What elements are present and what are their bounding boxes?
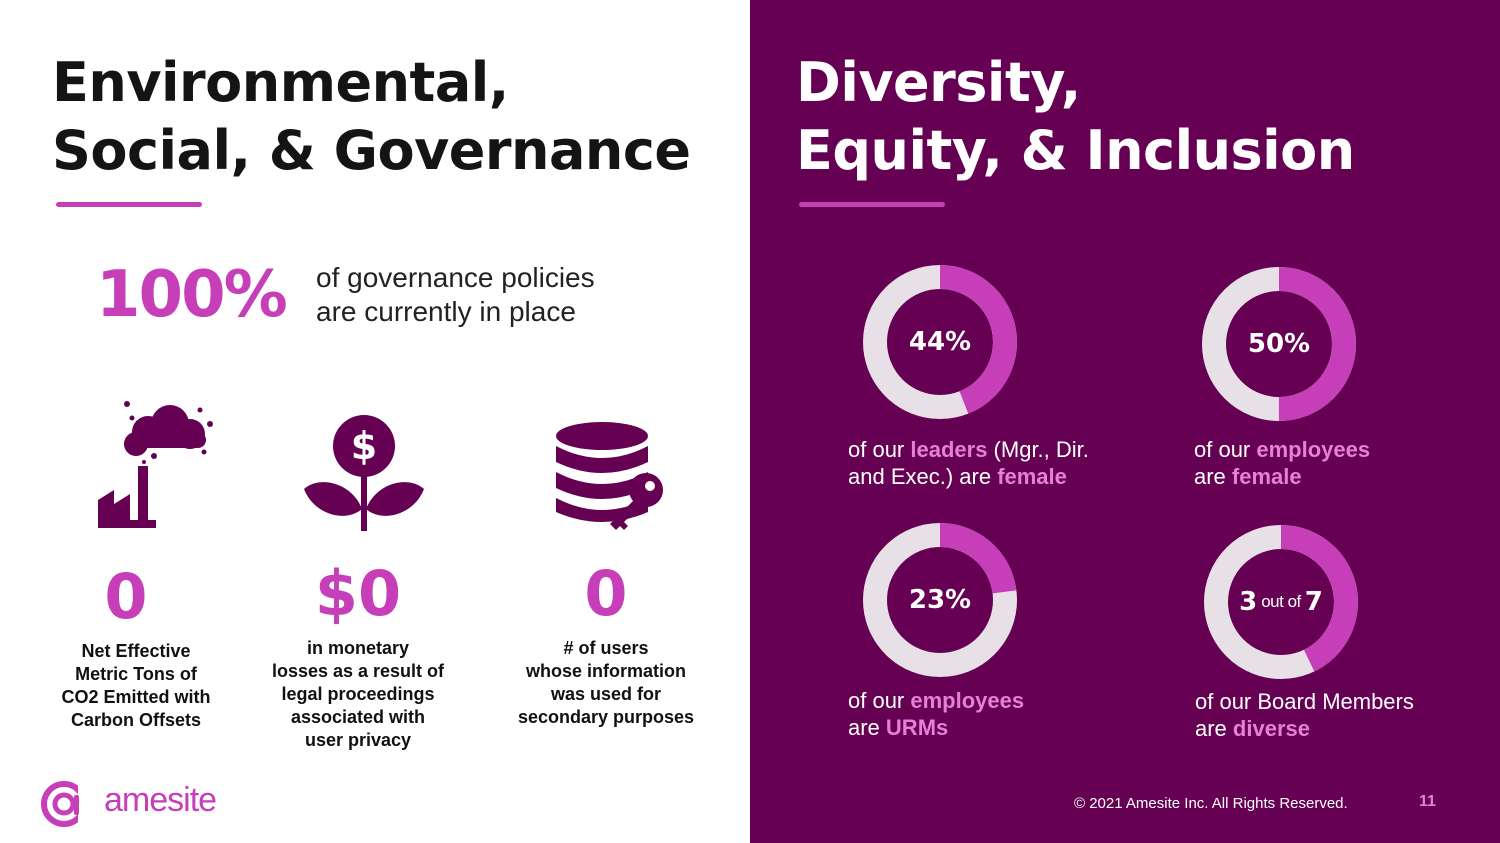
caption-highlight: female: [1231, 464, 1302, 489]
dei-title-line2: Equity, & Inclusion: [796, 119, 1355, 182]
donut-value: 3 out of 7: [1201, 522, 1361, 682]
label-line: Carbon Offsets: [70, 710, 202, 730]
caption-text: are: [1195, 716, 1233, 741]
board-diverse-count: 3: [1239, 587, 1258, 617]
donut-ring: [1204, 525, 1358, 679]
donut-segment: [863, 265, 1017, 419]
label-line: legal proceedings: [281, 684, 435, 704]
caption-highlight: employees: [910, 688, 1025, 713]
governance-line1: of governance policies: [316, 262, 595, 293]
donut-ring: [863, 265, 1017, 419]
esg-accent-line: [56, 202, 202, 207]
label-line: was used for: [550, 684, 662, 704]
donut-board-diverse: 3 out of 7: [1201, 522, 1361, 682]
money-plant-icon: $: [304, 415, 424, 531]
dei-panel: Diversity, Equity, & Inclusion 44% of ou…: [750, 0, 1500, 843]
esg-panel: Environmental, Social, & Governance 100%…: [36, 49, 716, 829]
amesite-logo-text: amesite: [104, 781, 217, 819]
board-total-count: 7: [1304, 587, 1323, 617]
label-line: Net Effective: [81, 641, 191, 661]
governance-description: of governance policies are currently in …: [316, 261, 696, 329]
caption-text: of our: [848, 437, 911, 462]
label-line: # of users: [563, 638, 649, 658]
donut-value: 44%: [908, 327, 972, 357]
caption-text: are: [1194, 464, 1232, 489]
caption-employees-female: of our employees are female: [1194, 436, 1370, 490]
caption-text: of our: [848, 688, 911, 713]
amesite-logo: amesite: [40, 779, 217, 829]
amesite-logo-mark: [41, 781, 92, 827]
users-value: 0: [584, 557, 628, 630]
donut-segment: [1202, 267, 1356, 421]
esg-title: Environmental, Social, & Governance: [52, 49, 691, 185]
esg-title-line2: Social, & Governance: [52, 119, 691, 182]
users-label: # of users whose information was used fo…: [496, 637, 716, 729]
emissions-label: Net Effective Metric Tons of CO2 Emitted…: [36, 640, 236, 732]
factory-cloud-icon: [98, 401, 213, 528]
page-number: 11: [1419, 793, 1436, 810]
donut-segment: [863, 523, 1017, 677]
emissions-value: 0: [104, 560, 148, 633]
svg-text:$: $: [351, 424, 377, 468]
donut-segment: [1204, 525, 1358, 679]
label-line: whose information: [525, 661, 686, 681]
caption-highlight: leaders: [910, 437, 988, 462]
caption-highlight: female: [997, 464, 1067, 489]
caption-leaders-female: of our leaders (Mgr., Dir. and Exec.) ar…: [848, 436, 1089, 490]
monetary-loss-value: $0: [314, 557, 402, 630]
caption-text: and Exec.) are: [848, 464, 998, 489]
esg-title-line1: Environmental,: [52, 51, 509, 114]
caption-employees-urm: of our employees are URMs: [848, 687, 1024, 741]
label-line: secondary purposes: [517, 707, 695, 727]
monetary-loss-label: in monetary losses as a result of legal …: [248, 637, 468, 752]
caption-text: of our: [1194, 437, 1257, 462]
donut-value: 23%: [908, 585, 972, 615]
caption-text: of our Board Members: [1195, 689, 1414, 714]
label-line: losses as a result of: [271, 661, 445, 681]
donut-value: 50%: [1247, 329, 1311, 359]
dei-title-line1: Diversity,: [796, 51, 1081, 114]
donut-ring: [1202, 267, 1356, 421]
donut-employees-urm: 23%: [860, 520, 1020, 680]
governance-line2: are currently in place: [316, 296, 576, 327]
governance-percentage: 100%: [96, 258, 288, 332]
caption-highlight: employees: [1256, 437, 1371, 462]
donut-employees-female: 50%: [1199, 264, 1359, 424]
caption-highlight: diverse: [1232, 716, 1310, 741]
donut-ring: [863, 523, 1017, 677]
caption-board-diverse: of our Board Members are diverse: [1195, 688, 1414, 742]
caption-text: are: [848, 715, 886, 740]
label-line: associated with: [290, 707, 426, 727]
caption-text: (Mgr., Dir.: [987, 437, 1089, 462]
dei-title: Diversity, Equity, & Inclusion: [796, 49, 1355, 185]
caption-highlight: URMs: [885, 715, 949, 740]
dei-accent-line: [799, 202, 945, 207]
label-line: in monetary: [306, 638, 410, 658]
out-of-text: out of: [1261, 592, 1301, 611]
donut-leaders-female: 44%: [860, 262, 1020, 422]
copyright-text: © 2021 Amesite Inc. All Rights Reserved.: [1074, 795, 1348, 812]
label-line: user privacy: [304, 730, 412, 750]
label-line: Metric Tons of: [75, 664, 197, 684]
database-key-icon: [556, 422, 663, 530]
label-line: CO2 Emitted with: [61, 687, 211, 707]
